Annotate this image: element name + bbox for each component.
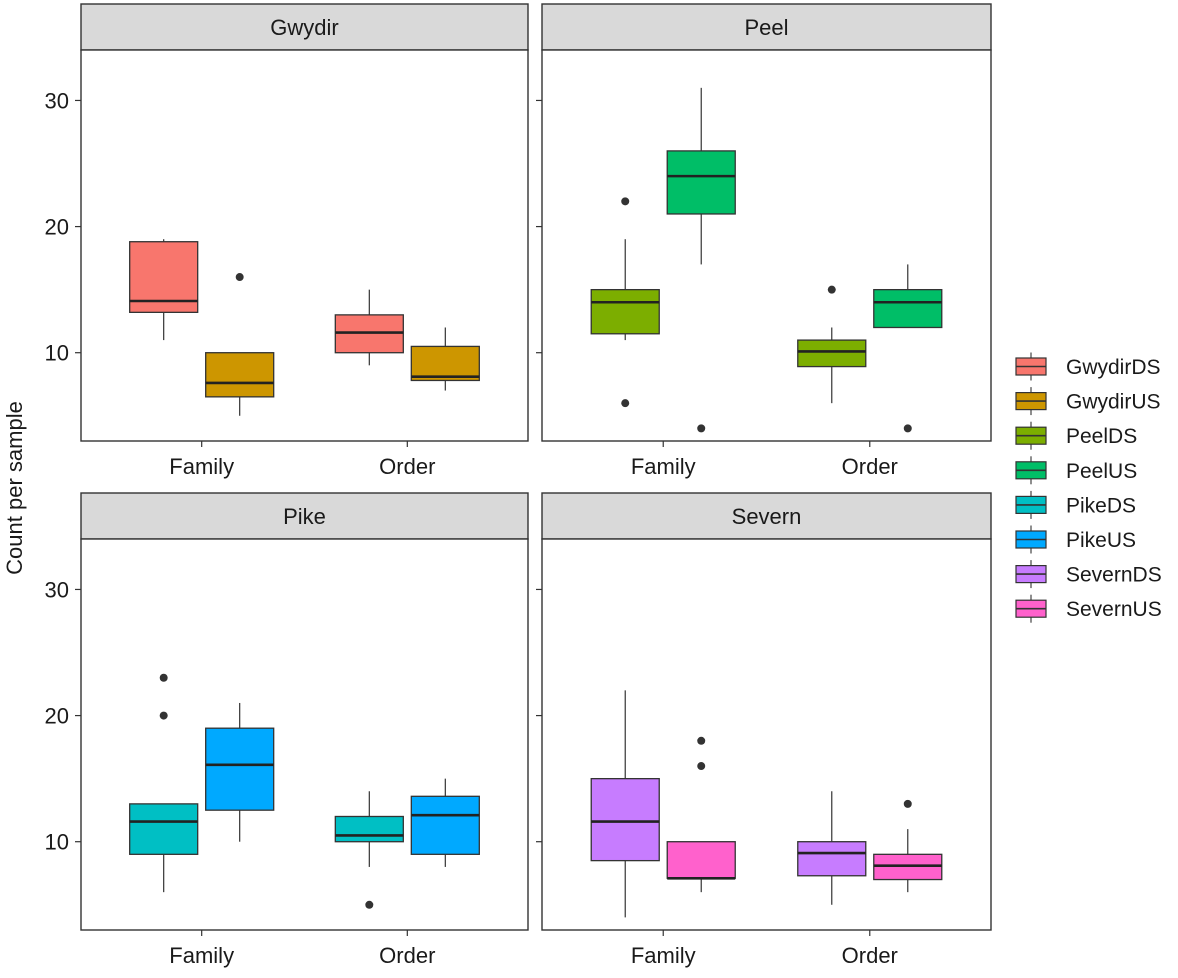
legend-item-severnus: SevernUS xyxy=(1015,594,1162,623)
box-pikeus-order xyxy=(410,778,480,867)
box-iqr xyxy=(873,288,943,329)
y-tick-label: 10 xyxy=(45,830,69,855)
outlier-point xyxy=(235,273,244,282)
x-tick-label: Order xyxy=(842,943,898,968)
box-severnds-family xyxy=(590,690,660,918)
panel-background xyxy=(81,539,528,930)
box-peelds-family xyxy=(590,197,660,408)
box-gwydirus-order xyxy=(410,327,480,391)
box-iqr xyxy=(590,777,660,862)
box-peelus-order xyxy=(873,264,943,433)
facet-title: Severn xyxy=(732,504,802,529)
legend-label: GwydirDS xyxy=(1066,356,1161,379)
box-gwydirus-family xyxy=(205,273,275,416)
box-severnus-order xyxy=(873,799,943,893)
facet-strip xyxy=(541,492,992,540)
box-peelds-order xyxy=(797,285,867,404)
box-iqr xyxy=(666,841,736,879)
box-iqr xyxy=(205,352,275,398)
outlier-point xyxy=(827,285,836,294)
y-tick-label: 20 xyxy=(45,704,69,729)
panel-border xyxy=(541,538,992,931)
outlier-point xyxy=(159,711,168,720)
legend-item-gwydirds: GwydirDS xyxy=(1015,352,1161,381)
outlier-point xyxy=(697,736,706,745)
y-axis-title: Count per sample xyxy=(2,401,27,575)
box-pikeds-family xyxy=(129,673,199,893)
facet-title: Pike xyxy=(283,504,326,529)
box-gwydirds-order xyxy=(334,289,404,366)
legend-label: GwydirUS xyxy=(1066,391,1161,414)
box-iqr xyxy=(129,803,199,855)
y-tick-label: 30 xyxy=(45,88,69,113)
legend-label: SevernUS xyxy=(1066,598,1162,621)
box-iqr xyxy=(797,339,867,368)
panel-severn: Severn Family Order xyxy=(536,492,992,968)
box-gwydirds-family xyxy=(129,239,199,341)
legend-item-pikeds: PikeDS xyxy=(1015,490,1136,519)
y-tick-label: 30 xyxy=(45,577,69,602)
y-tick-label: 10 xyxy=(45,341,69,366)
panel-pike: Pike 10 20 30 Family Order xyxy=(45,492,529,968)
legend: GwydirDS GwydirUS PeelDS PeelUS PikeDS PikeUS… xyxy=(1015,352,1162,623)
y-tick-label: 20 xyxy=(45,215,69,240)
box-severnds-order xyxy=(797,791,867,905)
outlier-point xyxy=(903,799,912,808)
x-tick-label: Family xyxy=(169,454,234,479)
outlier-point xyxy=(903,424,912,433)
legend-item-peelds: PeelDS xyxy=(1015,421,1137,450)
box-severnus-family xyxy=(666,736,736,893)
x-tick-label: Family xyxy=(631,454,696,479)
box-iqr xyxy=(334,815,404,843)
box-iqr xyxy=(410,345,480,382)
panel-peel: Peel Family Order xyxy=(536,3,992,479)
panel-border xyxy=(541,49,992,442)
facet-strip xyxy=(80,492,529,540)
box-pikeus-family xyxy=(205,702,275,842)
outlier-point xyxy=(621,399,630,408)
legend-item-pikeus: PikeUS xyxy=(1015,525,1136,554)
x-tick-label: Order xyxy=(842,454,898,479)
box-iqr xyxy=(590,288,660,335)
legend-item-severnds: SevernDS xyxy=(1015,560,1162,589)
box-pikeds-order xyxy=(334,791,404,909)
legend-label: SevernDS xyxy=(1066,564,1162,587)
facet-title: Peel xyxy=(744,15,788,40)
legend-label: PeelUS xyxy=(1066,460,1137,483)
box-iqr xyxy=(797,841,867,877)
panel-border xyxy=(80,49,529,442)
box-iqr xyxy=(205,727,275,811)
outlier-point xyxy=(621,197,630,206)
facet-strip xyxy=(80,3,529,51)
panel-border xyxy=(80,538,529,931)
x-tick-label: Family xyxy=(631,943,696,968)
legend-label: PikeUS xyxy=(1066,529,1136,552)
x-tick-label: Order xyxy=(379,943,435,968)
x-tick-label: Order xyxy=(379,454,435,479)
legend-label: PeelDS xyxy=(1066,425,1137,448)
panel-gwydir: Gwydir 10 20 30 Family Order xyxy=(45,3,529,479)
box-iqr xyxy=(666,150,736,215)
outlier-point xyxy=(159,673,168,682)
box-iqr xyxy=(410,795,480,855)
legend-item-peelus: PeelUS xyxy=(1015,456,1137,485)
outlier-point xyxy=(697,762,706,771)
outlier-point xyxy=(365,900,374,909)
panel-background xyxy=(542,50,991,441)
box-peelus-family xyxy=(666,87,736,433)
legend-item-gwydirus: GwydirUS xyxy=(1015,387,1161,416)
outlier-point xyxy=(697,424,706,433)
legend-label: PikeDS xyxy=(1066,494,1136,517)
facet-title: Gwydir xyxy=(270,15,338,40)
facet-strip xyxy=(541,3,992,51)
x-tick-label: Family xyxy=(169,943,234,968)
